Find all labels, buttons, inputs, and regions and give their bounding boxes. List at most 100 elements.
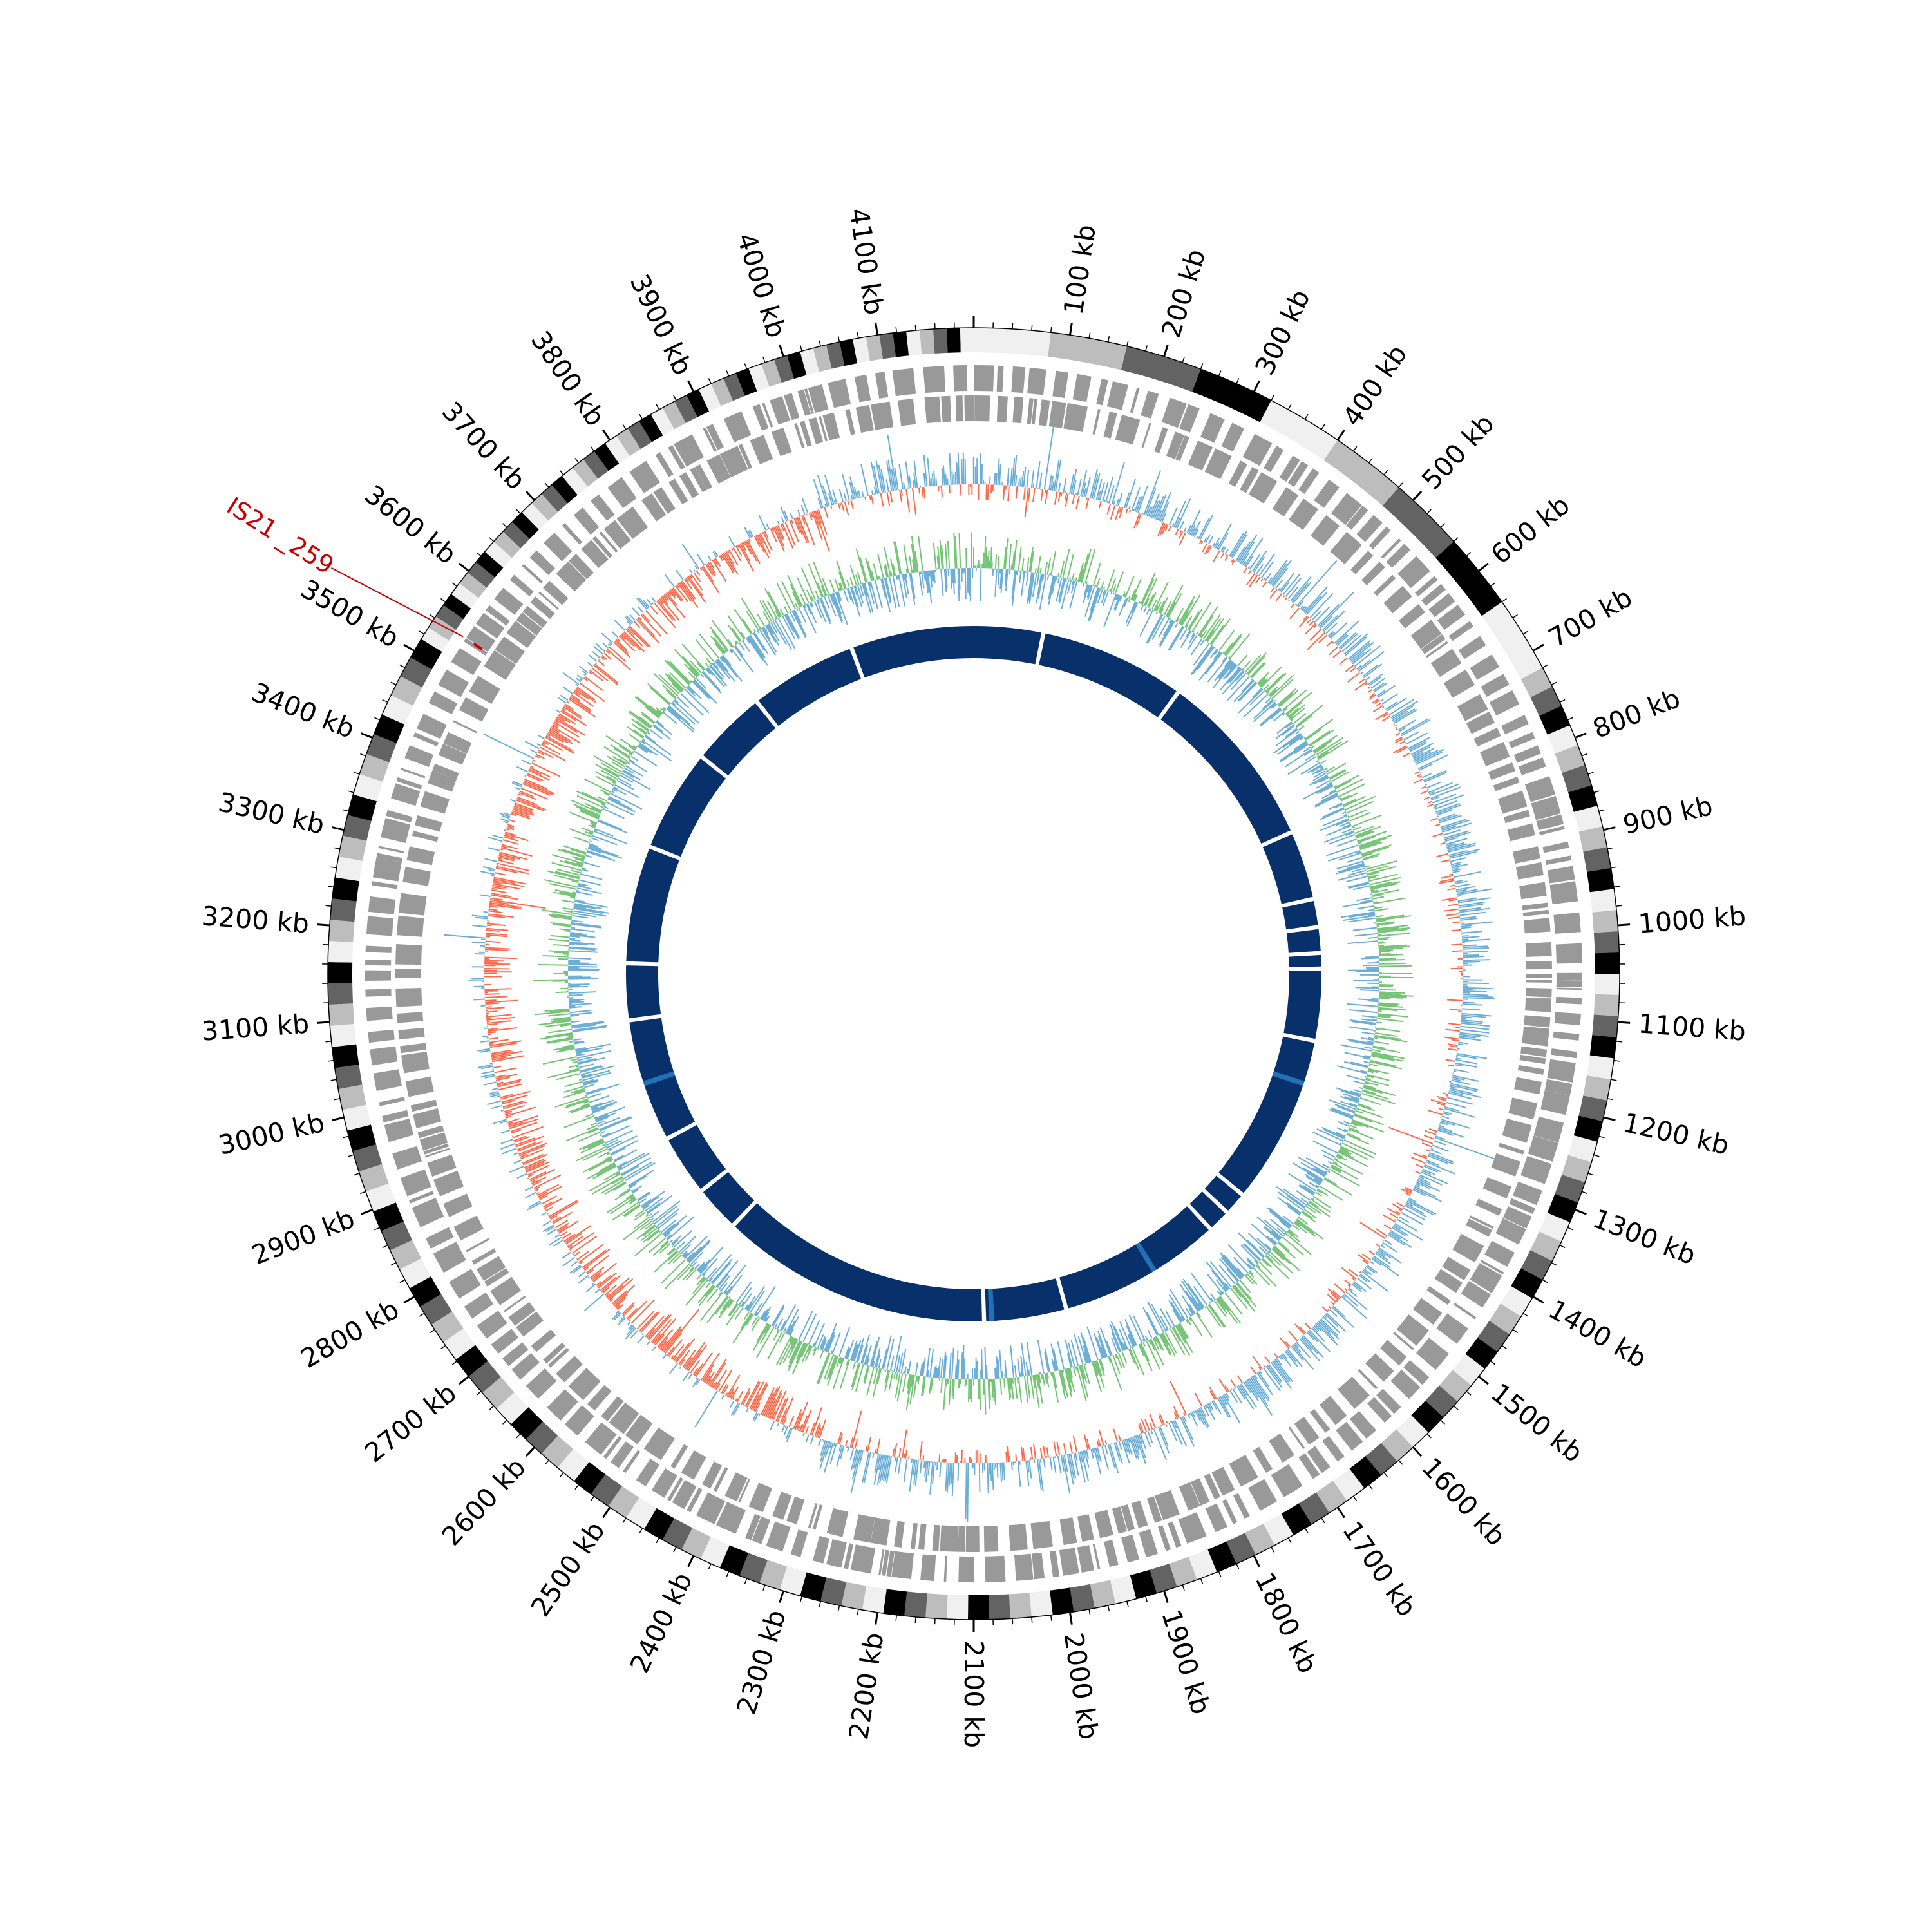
gc-bar [605,1155,612,1160]
skew-bar [626,1307,638,1320]
gene-block [543,580,569,605]
gc-bar [834,578,840,591]
skew-bar [477,1048,491,1052]
gc-bar [688,667,699,677]
gene-block [365,970,392,981]
skew-bar [1309,621,1314,626]
skew-bar [1303,586,1329,613]
gc-bar [1339,797,1342,800]
skew-bar [1198,540,1202,545]
gene-block [752,404,769,431]
gene-block [1513,1181,1542,1206]
gc-bar [734,645,744,657]
gene-block [1526,987,1552,998]
skew-bar [1461,1018,1467,1019]
gene-block [381,818,411,843]
gc-bar [873,563,878,580]
skew-bar [1396,746,1408,753]
skew-bar [1381,1243,1383,1245]
gc-bar [735,1281,752,1303]
gene-block [881,1549,889,1577]
gene-block [1502,1206,1532,1229]
minor-tick [819,1601,821,1607]
skew-bar [738,544,755,573]
skew-bar [1450,857,1467,862]
gc-bar [1218,1264,1236,1285]
gene-block [1048,401,1066,429]
gc-bar [565,1126,599,1142]
skew-bar [1369,692,1376,698]
skew-bar [1451,943,1463,946]
gene-block [1365,1353,1394,1382]
gc-bar [1336,860,1364,870]
gc-bar [1355,987,1379,989]
gc-bar [1170,1328,1186,1356]
gc-bar [705,658,712,665]
gc-bar [1363,1057,1371,1060]
skew-bar [621,1302,635,1315]
skew-bar [483,1081,497,1086]
gc-bar [785,614,800,640]
skew-bar [913,472,916,488]
gc-bar [940,1358,943,1379]
skew-bar [1390,1229,1408,1242]
gc-bar [658,674,681,695]
gc-bar [571,923,602,929]
gc-bar [628,1175,647,1188]
gc-bar [1334,1159,1363,1175]
gc-bar [782,1338,797,1363]
gc-bar [1139,609,1154,637]
minor-tick [639,413,643,420]
skew-bar [520,1148,544,1160]
skew-bar [489,1042,518,1048]
gc-bar [664,1232,671,1238]
gc-bar [1114,571,1124,594]
skew-bar [844,501,849,516]
gene-block [592,536,612,558]
gc-bar [612,1202,639,1221]
gc-bar [1365,1081,1378,1086]
gc-bar [592,1165,617,1180]
gc-bar [631,1185,643,1193]
minor-tick [1607,847,1614,849]
gc-bar [1099,1327,1112,1356]
skew-bar [527,772,544,781]
skew-bar [1430,817,1438,822]
gc-bar [667,660,690,685]
skew-bar [1149,1414,1157,1429]
gc-bar [652,1241,670,1256]
gene-block [556,561,587,592]
gc-bar [598,819,623,831]
gc-bar [1051,1371,1059,1403]
gc-bar [1233,1285,1255,1312]
gc-bar [639,1220,653,1231]
karyotype-band [572,459,598,487]
skew-bar [1354,645,1381,667]
major-tick [1532,643,1544,652]
skew-bar [1249,1377,1265,1399]
gc-bar [849,1340,858,1361]
gc-bar [545,1023,571,1028]
karyotype-band [1349,1456,1381,1488]
skew-bar [1303,1335,1324,1358]
gc-bar [568,994,583,996]
skew-bar [1383,706,1385,708]
karyotype-band [1226,1533,1256,1564]
skew-bar [695,1352,713,1378]
gc-bar [1316,1128,1344,1142]
gc-bar [1083,1364,1090,1385]
minor-tick [354,1173,360,1176]
gc-bar [1278,692,1293,706]
major-tick [525,1446,535,1457]
skew-bar [777,1422,780,1426]
karyotype-band [820,1577,847,1606]
skew-bar [1231,534,1247,559]
tick-label: 3700 kb [436,395,532,495]
gene-block [1517,1065,1544,1075]
skew-bar [1123,493,1130,509]
gc-bar [696,1261,706,1271]
gc-bar [603,1170,620,1180]
gc-bar [672,701,674,703]
skew-bar [1053,459,1060,491]
skew-bar [1160,502,1170,522]
